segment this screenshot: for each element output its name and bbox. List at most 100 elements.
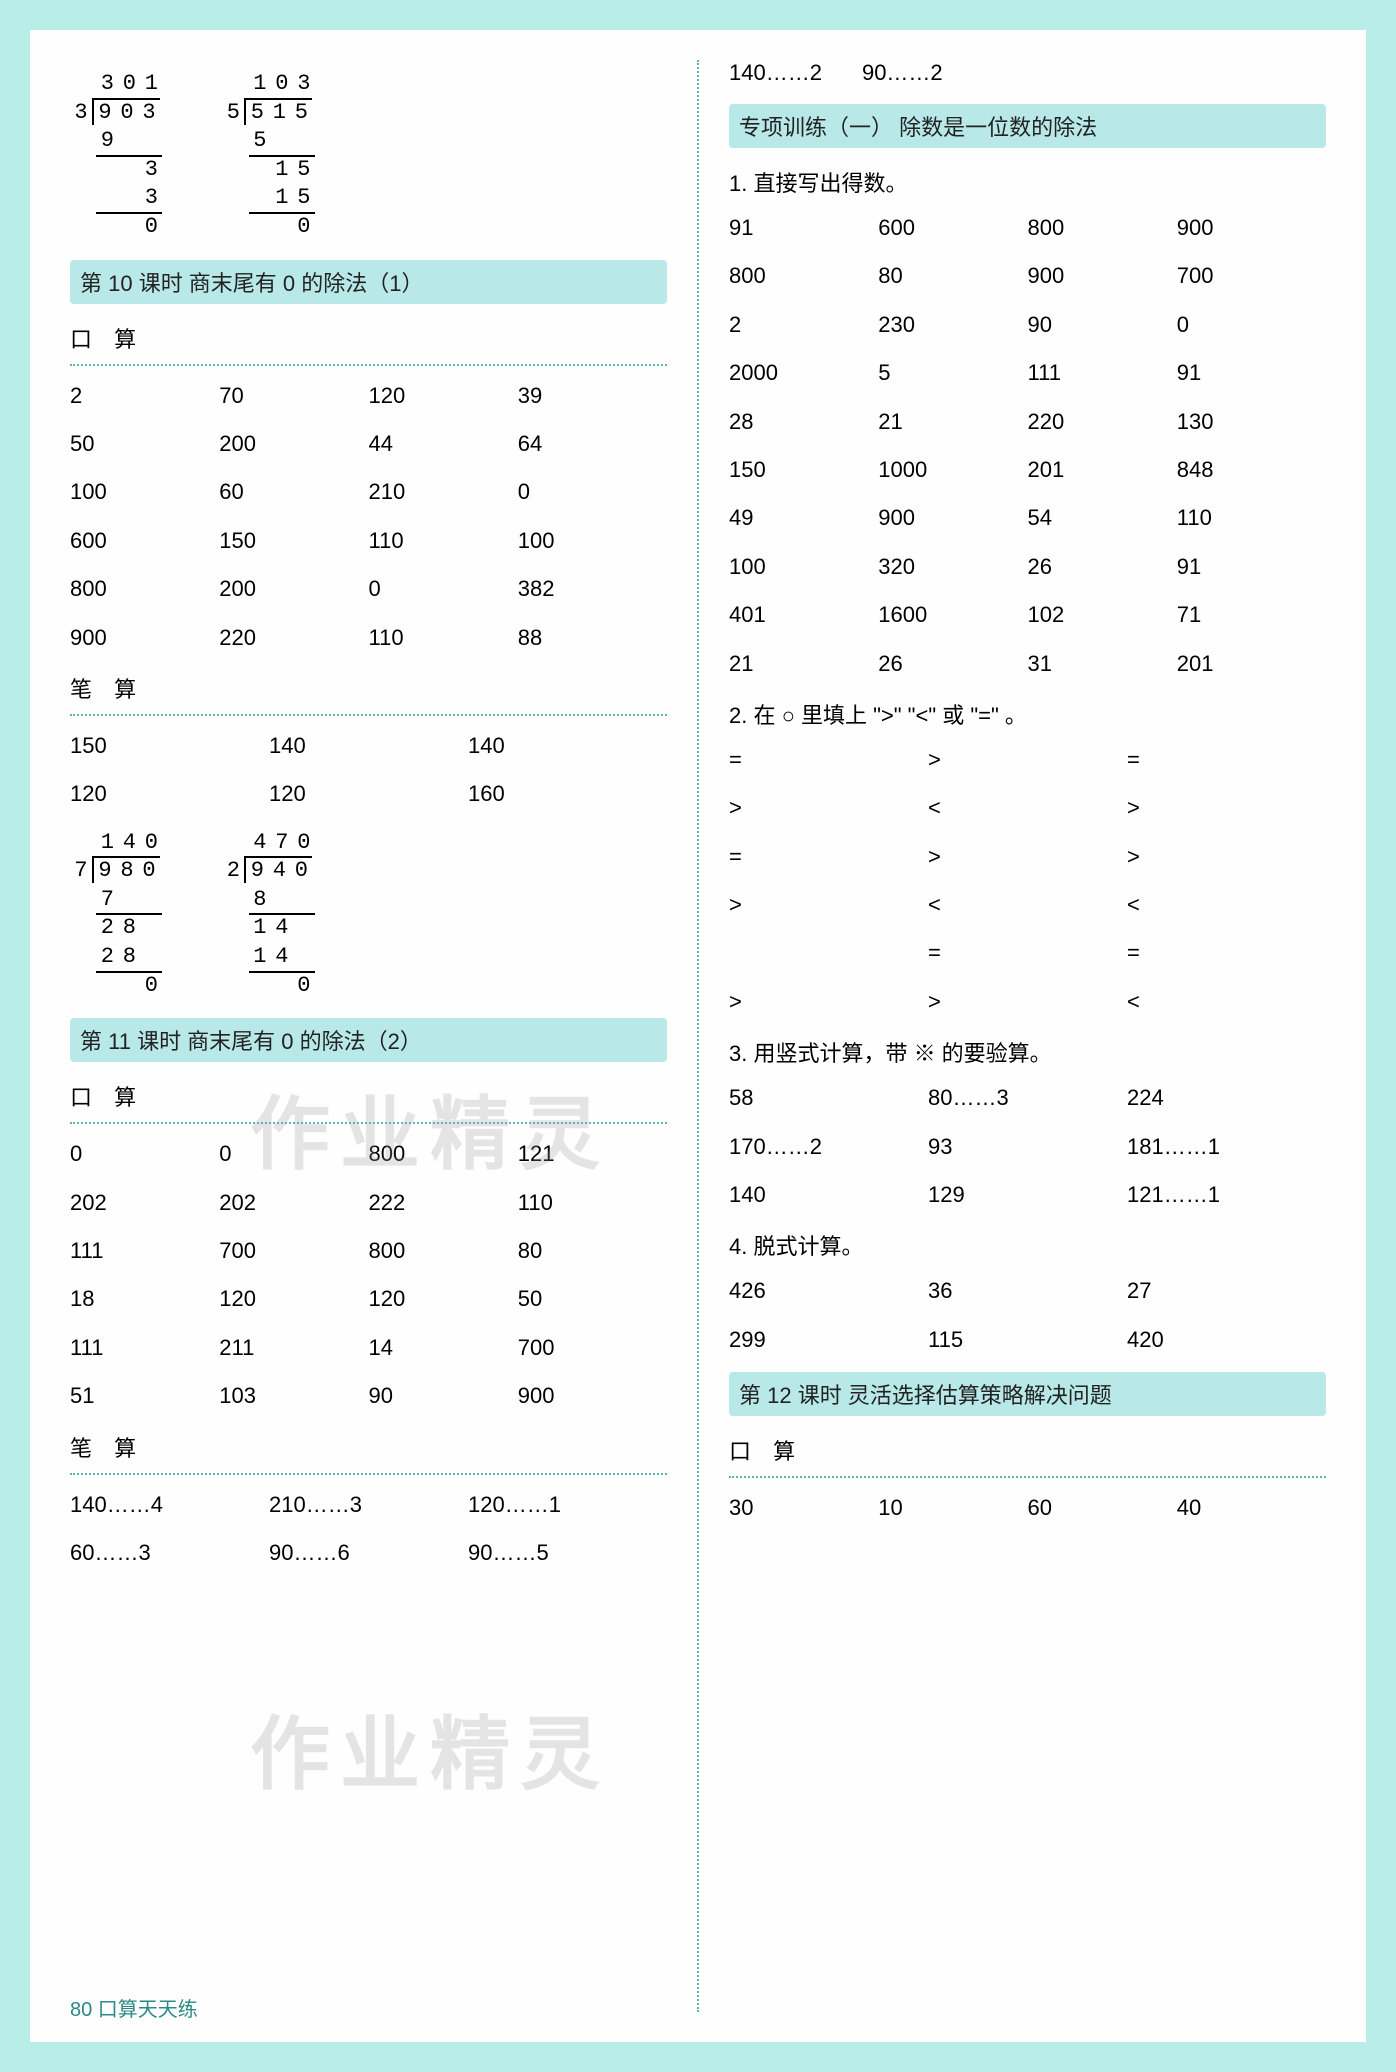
table-cell: 2 [729,301,878,349]
digit: 5 [222,99,244,128]
table-cell: 50 [518,1275,667,1323]
table-cell: 160 [468,770,667,818]
digit: 0 [140,829,162,858]
table-cell: 40 [1177,1484,1326,1532]
table-cell: 102 [1028,591,1177,639]
table-cell: 90……6 [269,1529,468,1577]
digit: 1 [249,70,271,99]
table-cell: 51 [70,1372,219,1420]
table-cell: 39 [518,372,667,420]
table-cell: 130 [1177,398,1326,446]
digit: 3 [293,70,315,99]
digit: 7 [271,829,293,858]
table-cell: 120 [269,770,468,818]
table-cell: 36 [928,1267,1127,1315]
table-cell: 900 [70,614,219,662]
table-cell: 1000 [878,446,1027,494]
digit: 0 [290,857,312,886]
table-cell: 121……1 [1127,1171,1326,1219]
digit: 8 [118,943,140,972]
longdiv-row-mid: 140 7980 7 28 28 0 470 2940 8 14 14 0 [70,829,667,1001]
table-cell: = [1127,736,1326,784]
digit: 4 [271,914,293,943]
longdiv-1: 301 3903 9 3 3 0 [70,70,162,242]
table-cell: 90 [1028,301,1177,349]
table-cell: 222 [369,1179,518,1227]
digit: 1 [140,70,162,99]
dotted-line [729,1476,1326,1478]
table-cell: 600 [878,204,1027,252]
table-cell: 30 [729,1484,878,1532]
table-cell: 900 [1028,252,1177,300]
digit: 8 [116,857,138,886]
table-cell: 150 [729,446,878,494]
table-cell: 0 [518,468,667,516]
data2-table: =>=><>=>>><<==>>< [729,736,1326,1026]
table-cell: 210……3 [269,1481,468,1529]
table-cell: 426 [729,1267,928,1315]
table-cell: 120 [369,1275,518,1323]
table-cell: 120 [70,770,269,818]
table-cell: 200 [219,420,368,468]
table-cell: 71 [1177,591,1326,639]
table-cell: 140 [269,722,468,770]
right-column: 140……2 90……2 专项训练（一） 除数是一位数的除法 1. 直接写出得数… [729,60,1326,2012]
table-cell: 800 [369,1130,518,1178]
dotted-line [70,364,667,366]
table-cell: 848 [1177,446,1326,494]
table-cell: 800 [729,252,878,300]
table-cell: = [729,833,928,881]
table-cell: 1600 [878,591,1027,639]
dotted-line [70,1122,667,1124]
bisuan11-table: 140……4210……3120……160……390……690……5 [70,1481,667,1578]
table-cell: 230 [878,301,1027,349]
table-cell: > [928,833,1127,881]
longdiv-3: 140 7980 7 28 28 0 [70,829,162,1001]
section-header-12: 第 12 课时 灵活选择估算策略解决问题 [729,1372,1326,1416]
table-cell: 80 [878,252,1027,300]
table-cell: 0 [1177,301,1326,349]
digit: 0 [271,70,293,99]
table-cell: 103 [219,1372,368,1420]
table-cell: > [928,978,1127,1026]
table-cell: 64 [518,420,667,468]
digit: 1 [268,99,290,128]
digit: 1 [96,829,118,858]
table-cell: 115 [928,1316,1127,1364]
digit: 1 [249,943,271,972]
digit: 9 [246,857,268,886]
table-cell: 49 [729,494,878,542]
table-cell: 900 [878,494,1027,542]
table-cell: 58 [729,1074,928,1122]
table-cell: 800 [70,565,219,613]
table-cell: 120……1 [468,1481,667,1529]
table-cell: 140……4 [70,1481,269,1529]
data12-table: 30106040 [729,1484,1326,1532]
table-cell: 111 [1028,349,1177,397]
table-cell: 0 [219,1130,368,1178]
table-cell: 121 [518,1130,667,1178]
digit: 4 [271,943,293,972]
table-cell: 140 [729,1171,928,1219]
longdiv-2: 103 5515 5 15 15 0 [222,70,314,242]
table-cell: 44 [369,420,518,468]
table-cell: 150 [219,517,368,565]
digit: 9 [94,99,116,128]
page: 301 3903 9 3 3 0 103 5515 5 15 15 0 第 10… [30,30,1366,2042]
table-cell: 900 [1177,204,1326,252]
table-cell: 26 [878,640,1027,688]
table-cell: 211 [219,1324,368,1372]
table-cell: 100 [729,543,878,591]
value: 90……2 [862,60,943,86]
table-cell [729,929,928,977]
digit: 1 [271,184,293,213]
digit: 1 [271,156,293,185]
table-cell: 88 [518,614,667,662]
table-cell: > [1127,784,1326,832]
digit: 0 [116,99,138,128]
table-cell: 27 [1127,1267,1326,1315]
table-cell: 401 [729,591,878,639]
digit: 2 [222,857,244,886]
table-cell: 14 [369,1324,518,1372]
table-cell: 10 [878,1484,1027,1532]
